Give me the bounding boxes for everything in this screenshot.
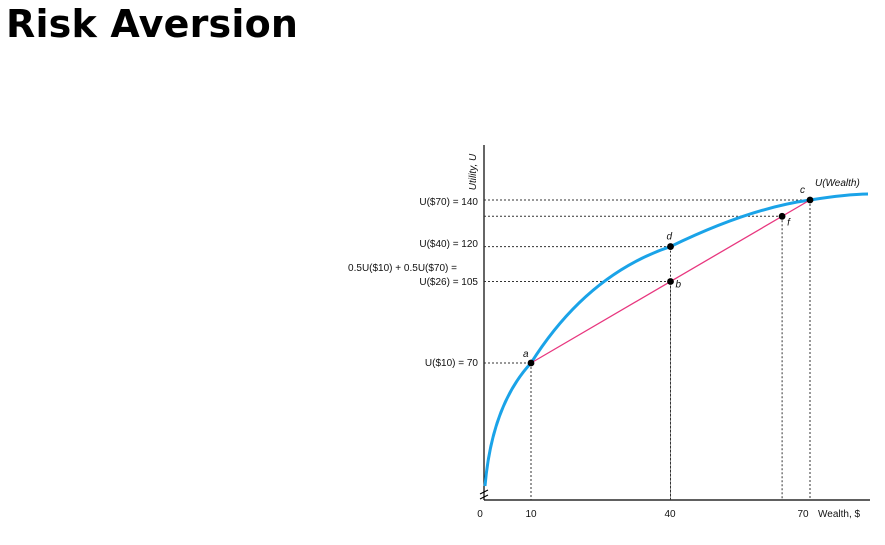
label-u10: U($10) = 70	[425, 358, 479, 369]
point-d	[667, 243, 674, 250]
tick-label-70: 70	[797, 509, 809, 520]
point-label-b: b	[676, 280, 682, 291]
label-expected-line1: 0.5U($10) + 0.5U($70) =	[348, 263, 457, 274]
tick-label-0: 0	[477, 509, 483, 520]
point-f	[778, 212, 786, 220]
y-labels: U($70) = 140 U($40) = 120 0.5U($10) + 0.…	[348, 197, 478, 369]
x-axis-title: Wealth, $	[818, 509, 860, 520]
y-axis-title: Utility, U	[468, 153, 479, 190]
tick-label-40: 40	[664, 509, 676, 520]
curve-label: U(Wealth)	[815, 178, 860, 189]
label-u70: U($70) = 140	[419, 197, 478, 208]
point-label-f: f	[787, 217, 791, 228]
point-a	[527, 359, 535, 367]
tick-label-10: 10	[525, 509, 537, 520]
axes	[479, 145, 870, 501]
point-b	[667, 278, 674, 285]
point-c	[806, 196, 814, 204]
point-label-a: a	[523, 349, 529, 360]
guide-lines	[484, 199, 811, 500]
point-label-c: c	[800, 185, 805, 196]
x-tick-labels: 0 10 40 70	[477, 509, 809, 520]
label-u40: U($40) = 120	[419, 239, 478, 250]
axis-break-mark	[479, 489, 489, 500]
page-title: Risk Aversion	[6, 2, 299, 46]
label-expected-line2: U($26) = 105	[419, 277, 478, 288]
utility-curve	[483, 192, 869, 487]
point-label-d: d	[667, 232, 673, 243]
points-layer: a b c d f	[523, 185, 814, 367]
